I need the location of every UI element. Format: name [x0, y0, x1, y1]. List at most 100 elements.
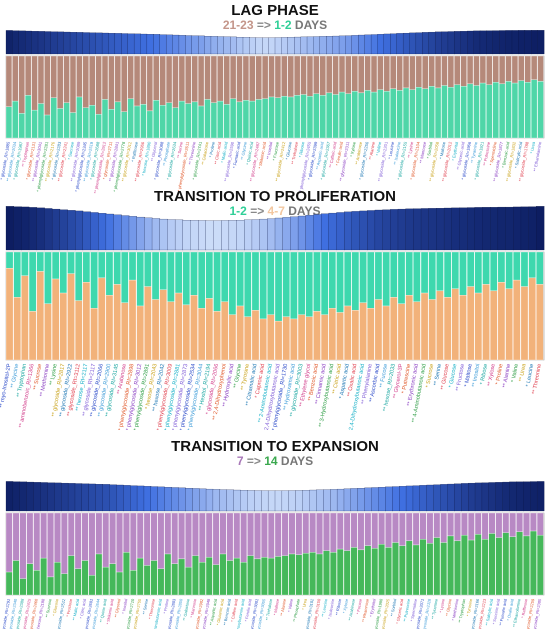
- bar-segment-b: [367, 308, 375, 361]
- bar-segment-b: [88, 575, 96, 596]
- metabolite-label: * Fumaric acid: [232, 141, 242, 169]
- bar-segment-b: [164, 553, 172, 596]
- bar-segment-b: [402, 87, 410, 139]
- bar-segment-a: [290, 251, 298, 320]
- metabolite-label: * glycoside_RI=2305: [531, 598, 542, 629]
- bar-segment-b: [5, 268, 14, 361]
- bar-segment-b: [415, 87, 422, 139]
- heat-cell: [454, 31, 462, 55]
- bar-segment-b: [313, 311, 321, 361]
- metabolite-label: * Ferulic acid: [335, 141, 344, 166]
- heat-cell: [358, 34, 365, 55]
- bar-segment-b: [12, 100, 19, 139]
- heat-cell: [316, 489, 324, 512]
- bar-segment-b: [123, 552, 130, 596]
- bar-segment-a: [490, 251, 498, 292]
- metabolite-label: * Raffinose: [520, 598, 528, 619]
- heat-cell: [367, 210, 376, 251]
- heat-cell: [281, 490, 290, 512]
- bar-segment-a: [89, 55, 96, 106]
- metabolite-label: * Caffeic acid: [230, 598, 239, 622]
- bar-segment-a: [516, 512, 523, 533]
- bar-segment-a: [230, 55, 237, 99]
- bar-segment-b: [171, 563, 179, 596]
- heat-cell: [223, 36, 231, 55]
- bar-segment-a: [217, 55, 224, 102]
- heat-cell: [268, 37, 276, 55]
- metabolite-label: * Ribose: [298, 141, 306, 158]
- bar-segment-b: [290, 318, 298, 361]
- heat-cell: [101, 32, 109, 55]
- bar-segment-b: [267, 557, 275, 596]
- bar-segment-a: [174, 251, 183, 294]
- metabolite-label: * Threonine: [147, 598, 156, 620]
- bar-segment-a: [274, 251, 283, 322]
- heat-cell: [370, 34, 378, 55]
- heat-cell: [198, 35, 205, 55]
- heat-cell: [143, 486, 152, 512]
- bar-segment-a: [192, 512, 199, 556]
- bar-segment-b: [31, 109, 38, 139]
- heat-cell: [192, 488, 200, 512]
- bar-segment-b: [420, 292, 429, 361]
- heat-cell: [28, 207, 38, 251]
- bar-segment-b: [236, 305, 244, 361]
- metabolite-label: ** Putrescine: [482, 141, 491, 166]
- heat-cell: [212, 489, 221, 512]
- bar-segment-b: [351, 310, 360, 361]
- metabolite-label: * glycoside_RI=2213: [476, 598, 487, 629]
- heat-cell: [523, 481, 531, 512]
- heat-cell: [40, 482, 48, 512]
- heat-cell: [219, 489, 228, 512]
- metabolite-label: * Malic acid: [220, 141, 229, 164]
- bar-segment-b: [343, 550, 351, 596]
- heat-cell: [164, 487, 172, 512]
- metabolite-label: ** Tryptophan: [457, 598, 466, 623]
- heat-cell: [290, 216, 299, 251]
- bar-segment-b: [151, 299, 160, 361]
- bar-segment-a: [221, 251, 229, 302]
- bar-segment-a: [244, 251, 252, 317]
- heat-cell: [153, 34, 161, 55]
- bar-segment-a: [54, 512, 61, 563]
- bar-segment-a: [185, 512, 192, 568]
- bar-segment-b: [230, 98, 237, 139]
- bar-segment-a: [81, 512, 89, 561]
- bar-segment-a: [197, 55, 205, 107]
- heat-cell: [236, 220, 245, 251]
- bar-segment-a: [40, 512, 47, 559]
- bar-segment-b: [467, 539, 475, 596]
- arrow-symbol: =>: [246, 454, 261, 468]
- panel-title: TRANSITION TO PROLIFERATION: [154, 188, 396, 205]
- bar-segment-b: [502, 532, 510, 596]
- bar-segment-b: [287, 96, 294, 139]
- metabolite-label: * Glucose: [51, 598, 59, 617]
- heat-cell: [397, 208, 406, 251]
- heat-cell: [419, 485, 428, 512]
- heat-cell: [319, 36, 327, 55]
- heat-cell: [274, 37, 282, 55]
- metabolite-label: ** Arabinose: [354, 141, 363, 165]
- bar-segment-b: [359, 302, 367, 361]
- metabolite-label: * glycoside_RI=2340: [7, 598, 18, 629]
- bar-segment-a: [67, 512, 75, 556]
- heat-cell: [511, 30, 519, 55]
- heat-cell: [221, 220, 230, 251]
- metabolite-label: * Spermidine: [409, 598, 418, 622]
- heat-cell: [345, 35, 353, 55]
- heat-cell: [350, 488, 359, 512]
- metabolite-label: * Ribose: [480, 363, 490, 385]
- heat-cell: [428, 31, 436, 55]
- metabolite-label: ** Fucose: [379, 363, 389, 388]
- metabolite-label: ** Quinic acid: [99, 598, 108, 623]
- heat-cell: [415, 32, 423, 55]
- bar-segment-b: [385, 547, 392, 596]
- bar-segment-a: [419, 512, 427, 540]
- bar-segment-a: [343, 512, 351, 551]
- bar-segment-b: [454, 540, 461, 596]
- metabolite-label: * Maltose: [464, 363, 474, 387]
- bar-segment-a: [116, 512, 123, 573]
- bar-segment-a: [371, 512, 379, 549]
- heat-cell: [21, 206, 30, 251]
- heat-cell: [67, 210, 76, 251]
